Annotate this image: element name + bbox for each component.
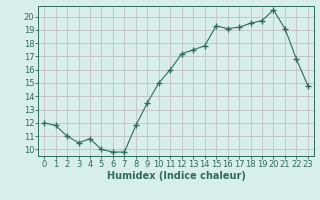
X-axis label: Humidex (Indice chaleur): Humidex (Indice chaleur) xyxy=(107,171,245,181)
